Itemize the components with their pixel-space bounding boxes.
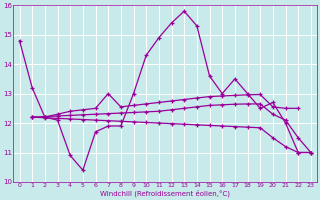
X-axis label: Windchill (Refroidissement éolien,°C): Windchill (Refroidissement éolien,°C)	[100, 190, 230, 197]
